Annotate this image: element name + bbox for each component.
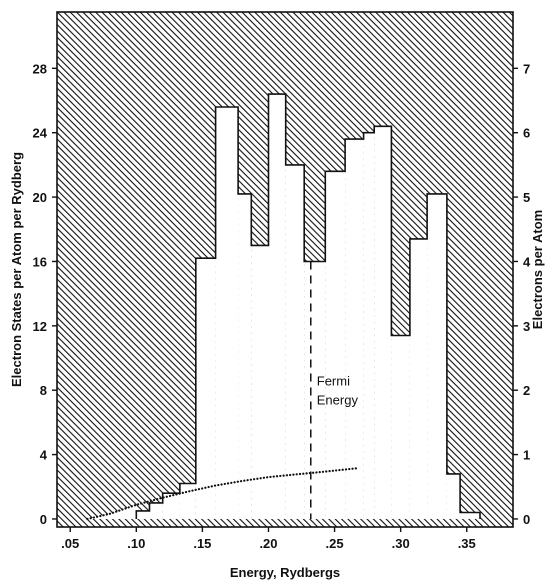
y-tick-label: 16	[33, 254, 47, 269]
y2-tick-label: 0	[523, 512, 530, 527]
x-tick-label: .10	[127, 536, 145, 551]
y2-tick-label: 5	[523, 190, 530, 205]
curve-underfill	[87, 504, 137, 519]
histogram-bar	[345, 139, 364, 519]
x-tick-label: .25	[326, 536, 344, 551]
y2-tick-label: 2	[523, 383, 530, 398]
histogram-bar	[446, 473, 461, 519]
histogram-bar	[427, 193, 447, 519]
electron-count-curve	[86, 467, 360, 521]
x-tick-label: .20	[259, 536, 277, 551]
histogram-bar	[215, 106, 239, 519]
histogram-bar	[268, 94, 286, 519]
y-axis-label: Electron States per Atom per Rydberg	[9, 152, 24, 387]
y2-tick-label: 6	[523, 126, 530, 141]
y2-tick-label: 1	[523, 448, 530, 463]
histogram-bar	[285, 164, 305, 519]
histogram-bar	[363, 132, 375, 519]
axis-ticks: .05.10.15.20.25.30.350481216202428012345…	[33, 61, 531, 551]
histogram-bar	[195, 258, 216, 519]
histogram-bar	[409, 238, 428, 519]
histogram-bar	[238, 193, 252, 519]
histogram-bar	[179, 483, 196, 519]
y2-axis-label: Electrons per Atom	[530, 210, 545, 329]
histogram-outline	[135, 93, 481, 519]
histogram-bar	[391, 335, 410, 519]
y2-tick-label: 7	[523, 61, 530, 76]
histogram-bar	[162, 493, 180, 519]
x-tick-label: .15	[193, 536, 211, 551]
histogram-bar	[136, 510, 150, 519]
x-axis-label: Energy, Rydbergs	[230, 565, 340, 580]
histogram-bar	[374, 126, 392, 519]
y-tick-label: 8	[40, 383, 47, 398]
y-tick-label: 0	[40, 512, 47, 527]
histogram-bar	[304, 261, 326, 519]
y-tick-label: 4	[40, 448, 48, 463]
histogram-bar	[460, 512, 480, 519]
y-tick-label: 12	[33, 319, 47, 334]
histogram-bar	[251, 245, 269, 519]
plot-area	[56, 11, 514, 528]
y-tick-label: 28	[33, 61, 47, 76]
x-tick-label: .35	[458, 536, 476, 551]
y-tick-label: 24	[33, 126, 48, 141]
y2-tick-label: 4	[523, 254, 531, 269]
fermi-energy-label-line1: Fermi	[317, 373, 350, 388]
plot-frame	[56, 11, 514, 528]
x-tick-label: .05	[61, 536, 79, 551]
y2-tick-label: 3	[523, 319, 530, 334]
x-tick-label: .30	[392, 536, 410, 551]
fermi-energy-label-line2: Energy	[317, 393, 359, 408]
y-tick-label: 20	[33, 190, 47, 205]
histogram-bar	[325, 171, 346, 519]
histogram-bar	[149, 502, 163, 519]
